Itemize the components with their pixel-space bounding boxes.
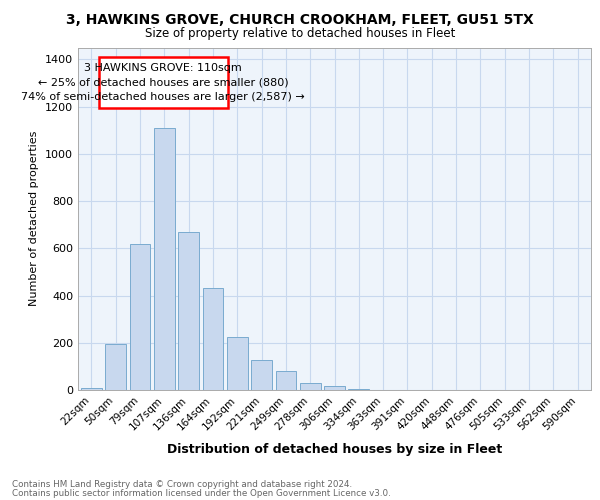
Bar bbox=[349, 389, 369, 390]
Y-axis label: Number of detached properties: Number of detached properties bbox=[29, 131, 40, 306]
Text: 3 HAWKINS GROVE: 110sqm
← 25% of detached houses are smaller (880)
74% of semi-d: 3 HAWKINS GROVE: 110sqm ← 25% of detache… bbox=[21, 62, 305, 102]
Bar bbox=[178, 232, 199, 390]
Bar bbox=[227, 337, 248, 390]
X-axis label: Distribution of detached houses by size in Fleet: Distribution of detached houses by size … bbox=[167, 443, 502, 456]
Bar bbox=[251, 360, 272, 390]
Bar bbox=[106, 344, 126, 390]
Bar bbox=[81, 388, 102, 390]
Text: Size of property relative to detached houses in Fleet: Size of property relative to detached ho… bbox=[145, 28, 455, 40]
Bar bbox=[300, 383, 320, 390]
Bar bbox=[324, 386, 345, 390]
Bar bbox=[154, 128, 175, 390]
Bar bbox=[203, 288, 223, 390]
Text: Contains public sector information licensed under the Open Government Licence v3: Contains public sector information licen… bbox=[12, 488, 391, 498]
Text: 3, HAWKINS GROVE, CHURCH CROOKHAM, FLEET, GU51 5TX: 3, HAWKINS GROVE, CHURCH CROOKHAM, FLEET… bbox=[66, 12, 534, 26]
Bar bbox=[275, 371, 296, 390]
Text: Contains HM Land Registry data © Crown copyright and database right 2024.: Contains HM Land Registry data © Crown c… bbox=[12, 480, 352, 489]
Bar bbox=[98, 57, 227, 108]
Bar bbox=[130, 244, 151, 390]
